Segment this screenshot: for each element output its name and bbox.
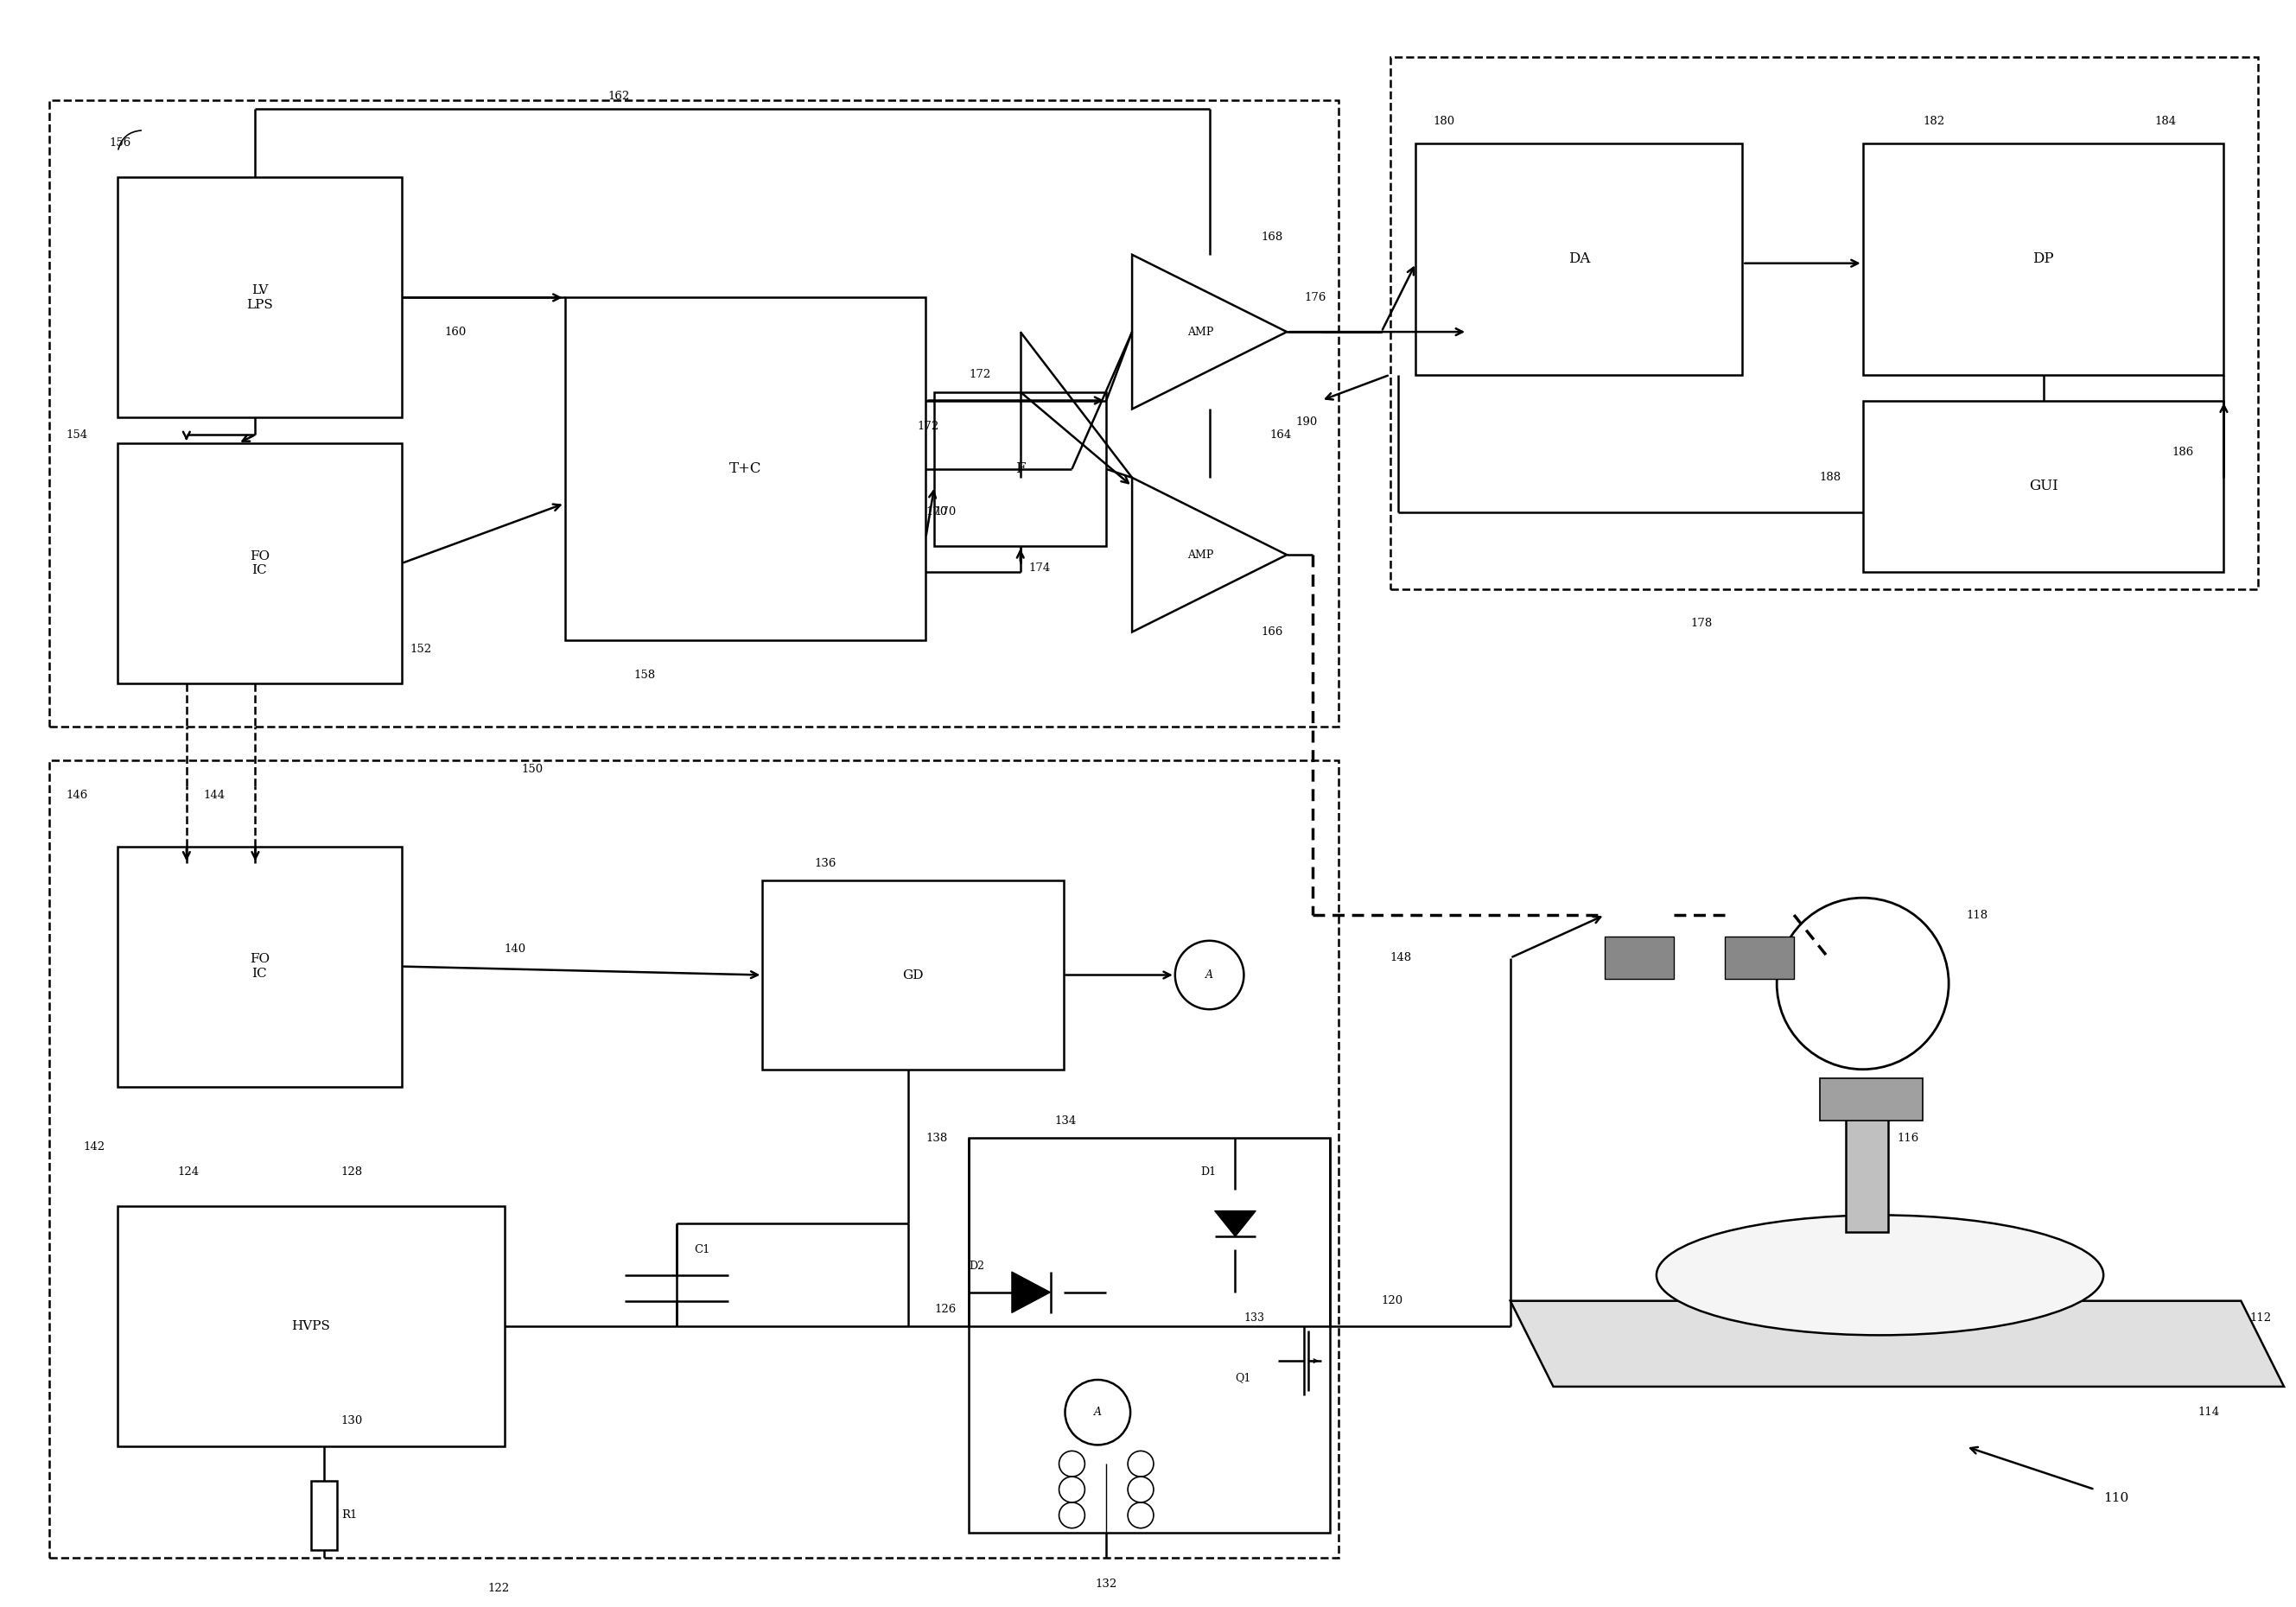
Text: LV
LPS: LV LPS [246, 284, 273, 310]
Text: 128: 128 [342, 1167, 363, 1178]
Bar [117, 444, 402, 683]
Bar [762, 881, 1063, 1069]
Bar [312, 1482, 338, 1549]
Bar [1821, 1078, 1924, 1120]
Text: 144: 144 [204, 789, 225, 800]
Bar [1862, 143, 2225, 374]
Text: 152: 152 [411, 643, 432, 654]
Text: 150: 150 [521, 763, 544, 775]
Ellipse shape [1655, 1215, 2103, 1335]
Polygon shape [1511, 1300, 2285, 1387]
Text: R1: R1 [342, 1509, 358, 1520]
Text: FO
IC: FO IC [250, 550, 269, 577]
Bar [1724, 937, 1793, 979]
Text: 186: 186 [2172, 447, 2195, 458]
Bar [1862, 400, 2225, 572]
Polygon shape [1013, 1271, 1052, 1313]
Text: D2: D2 [969, 1261, 985, 1273]
Bar [48, 760, 1339, 1559]
Text: 120: 120 [1382, 1295, 1403, 1306]
Text: 132: 132 [1095, 1578, 1118, 1589]
Text: 188: 188 [1821, 472, 1841, 484]
Text: GUI: GUI [2030, 479, 2057, 493]
Text: 172: 172 [969, 370, 990, 381]
Bar [1605, 937, 1674, 979]
Bar [117, 177, 402, 418]
Text: 116: 116 [1896, 1133, 1919, 1144]
Text: 133: 133 [1244, 1313, 1265, 1324]
Text: 112: 112 [2250, 1313, 2271, 1324]
Text: 170: 170 [925, 506, 948, 517]
Text: F: F [1015, 461, 1026, 476]
Text: DA: DA [1568, 252, 1591, 267]
Text: T+C: T+C [730, 461, 762, 476]
Text: 140: 140 [505, 943, 526, 955]
Text: 142: 142 [83, 1141, 106, 1152]
Text: AMP: AMP [1187, 550, 1212, 561]
Bar [117, 1207, 505, 1446]
Bar [117, 847, 402, 1086]
Text: C1: C1 [693, 1244, 709, 1255]
Text: AMP: AMP [1187, 326, 1212, 337]
Polygon shape [1132, 254, 1286, 410]
Text: A: A [1205, 969, 1212, 980]
Text: 124: 124 [177, 1167, 200, 1178]
Text: 172: 172 [916, 421, 939, 432]
Text: 178: 178 [1690, 617, 1713, 628]
Text: Q1: Q1 [1235, 1372, 1251, 1384]
Bar [1389, 58, 2259, 590]
Text: 176: 176 [1304, 292, 1327, 304]
Text: 138: 138 [925, 1133, 948, 1144]
Text: 182: 182 [1924, 116, 1945, 127]
Bar [565, 297, 925, 641]
Bar [1846, 1112, 1890, 1233]
Bar [48, 100, 1339, 726]
Text: 162: 162 [608, 90, 629, 101]
Text: GD: GD [902, 969, 923, 980]
Text: 146: 146 [67, 789, 87, 800]
Text: 184: 184 [2156, 116, 2177, 127]
Text: 156: 156 [110, 138, 131, 149]
Text: 164: 164 [1270, 429, 1290, 440]
Bar [969, 1138, 1329, 1533]
Bar [1417, 143, 1743, 374]
Text: 148: 148 [1389, 953, 1412, 964]
Text: HVPS: HVPS [292, 1321, 331, 1332]
Circle shape [1176, 940, 1244, 1009]
Text: 118: 118 [1965, 910, 1988, 921]
Text: 110: 110 [2103, 1491, 2128, 1504]
Text: 170: 170 [934, 506, 955, 517]
Text: 166: 166 [1261, 627, 1283, 638]
Text: 114: 114 [2197, 1406, 2220, 1417]
Text: 122: 122 [487, 1583, 510, 1594]
Text: 134: 134 [1054, 1115, 1077, 1127]
Text: 154: 154 [67, 429, 87, 440]
Text: 180: 180 [1433, 116, 1456, 127]
Polygon shape [1132, 477, 1286, 632]
Text: FO
IC: FO IC [250, 953, 269, 980]
Circle shape [1065, 1380, 1130, 1445]
Text: DP: DP [2032, 252, 2055, 267]
Text: 174: 174 [1029, 562, 1052, 574]
Text: A: A [1093, 1406, 1102, 1417]
Text: 168: 168 [1261, 231, 1283, 243]
Text: 160: 160 [445, 326, 466, 337]
Text: 136: 136 [815, 858, 836, 869]
Text: 126: 126 [934, 1303, 955, 1315]
Polygon shape [1215, 1210, 1256, 1236]
Text: D1: D1 [1201, 1167, 1217, 1178]
Text: 158: 158 [634, 669, 654, 680]
Text: 190: 190 [1295, 416, 1318, 427]
Text: 130: 130 [342, 1416, 363, 1427]
Bar [934, 392, 1107, 546]
